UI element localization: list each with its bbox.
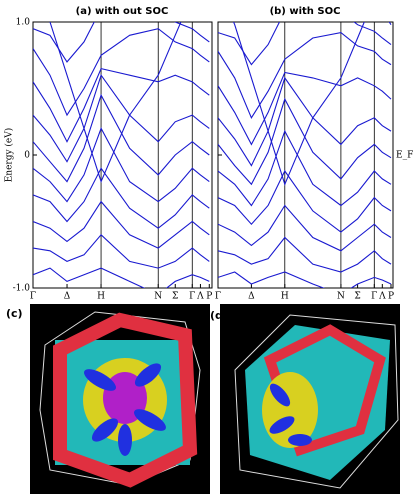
band xyxy=(33,267,210,288)
fermi-surface-d xyxy=(220,304,400,494)
x-tick-label: P xyxy=(206,292,212,302)
x-tick-label: H xyxy=(281,292,289,302)
x-tick-label: P xyxy=(388,292,394,302)
band xyxy=(33,22,210,63)
bands xyxy=(33,22,210,288)
x-tick-label: Σ xyxy=(172,292,178,302)
x-tick-label: Λ xyxy=(196,292,204,302)
band xyxy=(232,22,392,186)
band xyxy=(33,167,210,229)
panel-label: (c) xyxy=(6,307,23,320)
band xyxy=(33,93,210,183)
band xyxy=(218,22,392,66)
band xyxy=(218,129,392,207)
band xyxy=(218,32,392,119)
x-tick-label: Γ xyxy=(371,292,377,302)
x-tick-label: N xyxy=(337,292,345,302)
panel-title: (b) with SOC xyxy=(270,6,341,17)
band xyxy=(33,200,210,249)
plot-frame xyxy=(32,21,213,289)
band xyxy=(218,204,392,252)
band xyxy=(33,28,210,117)
band xyxy=(218,271,392,288)
band xyxy=(218,97,392,186)
bands xyxy=(218,22,392,288)
x-tick-label: Δ xyxy=(64,292,71,302)
x-tick-label: Λ xyxy=(378,292,386,302)
band xyxy=(33,67,210,143)
y-tick-label: -1.0 xyxy=(13,284,31,294)
band xyxy=(218,169,392,233)
x-tick-label: H xyxy=(97,292,105,302)
fermi-label: E_F xyxy=(396,151,413,161)
fermi-surface-c xyxy=(30,304,210,494)
panel-title: (a) with out SOC xyxy=(76,6,169,17)
y-axis-label: Energy (eV) xyxy=(4,128,15,183)
y-tick-label: 1.0 xyxy=(16,18,31,28)
x-tick-label: Δ xyxy=(248,292,255,302)
band xyxy=(49,22,210,184)
x-tick-label: N xyxy=(154,292,162,302)
y-tick-label: 0 xyxy=(24,151,30,161)
band xyxy=(33,127,210,203)
band xyxy=(218,236,392,273)
band xyxy=(33,234,210,269)
x-tick-label: Γ xyxy=(189,292,195,302)
x-tick-label: Γ xyxy=(30,292,36,302)
band xyxy=(218,71,392,146)
x-tick-label: Σ xyxy=(354,292,360,302)
x-tick-label: Γ xyxy=(215,292,221,302)
